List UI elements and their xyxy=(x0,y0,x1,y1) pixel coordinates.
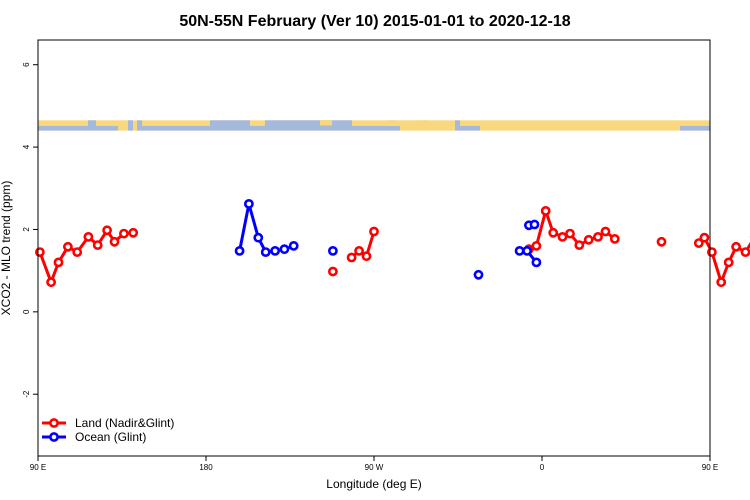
land-strip xyxy=(320,120,332,126)
data-point xyxy=(531,257,542,268)
ocean-strip xyxy=(88,120,96,131)
chart-title: 50N-55N February (Ver 10) 2015-01-01 to … xyxy=(179,13,570,30)
data-point xyxy=(522,245,532,256)
data-point xyxy=(548,227,559,238)
data-point xyxy=(46,277,56,288)
data-point xyxy=(92,240,103,250)
data-point xyxy=(540,205,551,216)
data-point xyxy=(234,245,245,256)
data-point xyxy=(557,231,568,242)
data-point xyxy=(369,226,379,237)
ocean-strip xyxy=(460,125,480,131)
landmask-band xyxy=(38,120,710,131)
data-point xyxy=(707,247,717,257)
data-point xyxy=(514,245,525,256)
data-point xyxy=(593,231,603,242)
data-point xyxy=(109,236,120,247)
x-tick-label: 180 xyxy=(199,463,213,472)
data-point xyxy=(473,269,484,280)
land-strip xyxy=(38,120,710,131)
ocean-strip xyxy=(128,120,133,131)
legend: Land (Nadir&Glint)Ocean (Glint) xyxy=(42,416,174,444)
legend-marker xyxy=(49,418,59,428)
data-point xyxy=(699,232,710,243)
ocean-strip xyxy=(250,125,265,131)
x-axis-label: Longitude (deg E) xyxy=(326,477,421,491)
ocean-strip xyxy=(265,120,352,131)
data-point xyxy=(53,257,64,268)
legend-label: Land (Nadir&Glint) xyxy=(75,416,174,430)
x-tick-label: 0 xyxy=(540,463,545,472)
ocean-strip xyxy=(142,125,210,131)
data-point xyxy=(361,251,372,262)
data-point xyxy=(253,232,264,243)
data-point xyxy=(346,252,357,263)
data-point xyxy=(243,198,254,209)
ocean-strip xyxy=(352,125,400,131)
land-strip xyxy=(418,120,428,126)
data-point xyxy=(574,240,585,250)
ocean-strip xyxy=(455,120,460,131)
data-point xyxy=(119,228,129,239)
legend-label: Ocean (Glint) xyxy=(75,430,146,444)
ocean-strip xyxy=(137,120,142,131)
ocean-strip xyxy=(38,125,88,131)
data-point xyxy=(72,247,83,257)
data-point xyxy=(740,247,750,257)
data-point xyxy=(288,240,299,251)
data-point xyxy=(609,233,620,244)
x-tick-label: 90 W xyxy=(365,463,384,472)
data-point xyxy=(565,228,575,239)
data-point xyxy=(270,245,280,256)
series-layer xyxy=(35,198,750,288)
data-point xyxy=(656,236,667,247)
legend-marker xyxy=(49,432,59,442)
ocean-strip xyxy=(680,125,710,131)
data-point xyxy=(716,277,727,288)
y-axis-label: XCO2 - MLO trend (ppm) xyxy=(0,181,13,316)
x-tick-label: 90 E xyxy=(30,463,46,472)
data-point xyxy=(279,244,290,255)
data-point xyxy=(600,226,611,237)
ocean-strip xyxy=(210,120,250,131)
data-point xyxy=(128,227,139,238)
y-axis: -2 0 2 4 6 xyxy=(22,62,38,398)
x-axis: 90 E 180 90 W 0 90 E xyxy=(30,456,718,472)
data-point xyxy=(731,241,741,252)
y-tick-label: 0 xyxy=(22,309,31,314)
data-point xyxy=(63,241,73,252)
y-tick-label: 6 xyxy=(22,62,31,67)
data-point xyxy=(327,266,338,277)
data-point xyxy=(693,238,704,248)
x-tick-label: 90 E xyxy=(702,463,718,472)
ocean-strip xyxy=(96,125,118,131)
land-strip xyxy=(388,120,396,126)
data-point xyxy=(723,257,734,268)
data-point xyxy=(260,247,271,257)
y-tick-label: -2 xyxy=(22,390,31,398)
data-point xyxy=(83,231,94,242)
data-point xyxy=(354,245,364,256)
data-point xyxy=(529,219,540,230)
y-tick-label: 2 xyxy=(22,227,31,232)
plot-frame xyxy=(37,39,711,457)
data-point xyxy=(35,247,45,257)
data-point xyxy=(102,225,112,236)
y-tick-label: 4 xyxy=(22,144,31,149)
data-point xyxy=(583,234,594,245)
data-point xyxy=(531,240,542,251)
data-point xyxy=(327,245,338,256)
